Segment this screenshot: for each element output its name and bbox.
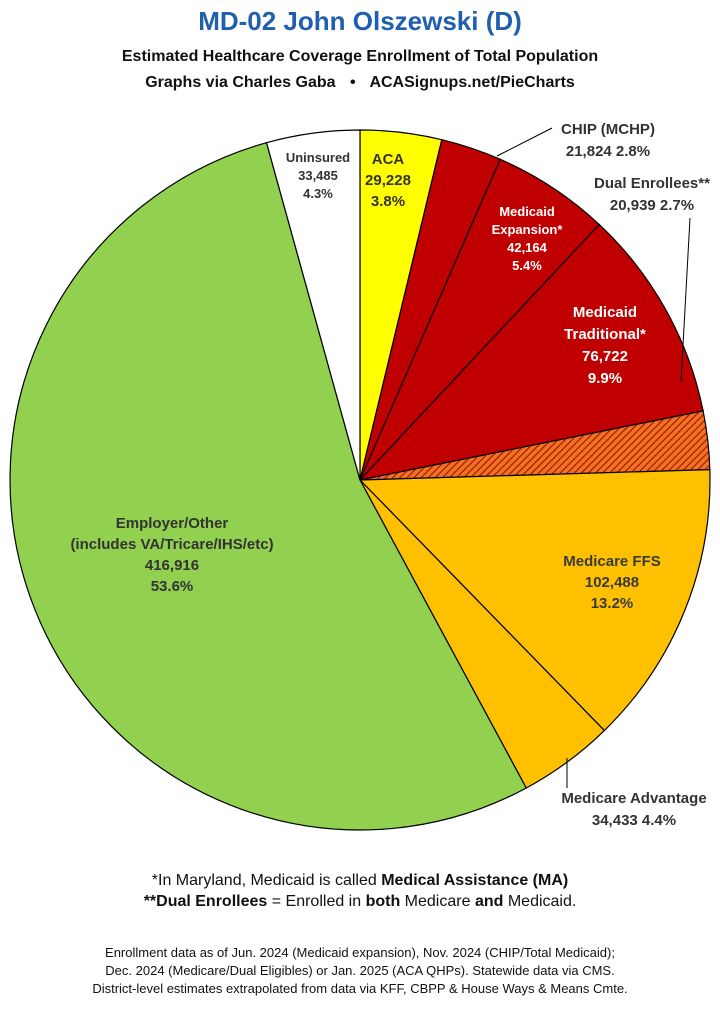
slice-label-line: 416,916	[145, 557, 199, 574]
slice-label-expansion: Medicaid Expansion* 42,164 5.4%	[492, 204, 564, 273]
pie-slice-uninsured	[265, 129, 361, 481]
slice-label-advantage: Medicare Advantage 34,433 4.4%	[561, 790, 706, 829]
source-line-2: Dec. 2024 (Medicare/Dual Eligibles) or J…	[105, 963, 615, 978]
source-line-3: District-level estimates extrapolated fr…	[92, 981, 628, 996]
slice-labels: ACA 29,228 3.8% CHIP (MCHP) 21,824 2.8% Medic…	[70, 121, 710, 829]
slice-label-line: CHIP (MCHP)	[561, 121, 655, 138]
pie-slice-medicare-ffs	[358, 469, 711, 732]
slice-label-line: 13.2%	[591, 595, 634, 612]
credit-right: ACASignups.net/PieCharts	[369, 74, 575, 91]
slice-label-line: Medicare Advantage	[561, 790, 706, 807]
slice-label-line: Uninsured	[286, 150, 350, 165]
slice-label-line: Medicare FFS	[563, 553, 661, 570]
slice-label-aca: ACA 29,228 3.8%	[365, 151, 411, 210]
leader-lines	[496, 127, 691, 788]
slice-label-line: Traditional*	[564, 326, 646, 343]
chart-subtitle: Estimated Healthcare Coverage Enrollment…	[121, 48, 599, 65]
leader-line	[496, 127, 553, 157]
slice-label-line: 21,824 2.8%	[566, 143, 650, 160]
slice-label-line: 76,722	[582, 348, 628, 365]
pie-slice-medicaid-traditional	[358, 223, 704, 481]
slice-label-line: Medicaid	[499, 204, 555, 219]
slice-label-line: 3.8%	[371, 193, 405, 210]
slice-label-chip: CHIP (MCHP) 21,824 2.8%	[561, 121, 655, 160]
footnote-dual: **Dual Enrollees = Enrolled in both Medi…	[143, 893, 577, 910]
chart-title: MD-02 John Olszewski (D)	[198, 6, 522, 36]
slice-label-line: Expansion*	[492, 222, 564, 237]
slice-label-line: ACA	[372, 151, 405, 168]
slice-label-uninsured: Uninsured 33,485 4.3%	[286, 150, 350, 201]
slice-label-line: 102,488	[585, 574, 639, 591]
slice-label-line: 33,485	[298, 168, 338, 183]
slice-label-line: 29,228	[365, 172, 411, 189]
credit-separator: •	[349, 74, 356, 91]
slice-label-line: 9.9%	[588, 370, 622, 387]
source-line-1: Enrollment data as of Jun. 2024 (Medicai…	[105, 945, 615, 960]
pie-slices	[9, 129, 711, 831]
slice-label-dual: Dual Enrollees** 20,939 2.7%	[594, 175, 710, 214]
chart-credit: Graphs via Charles Gaba • ACASignups.net…	[0, 74, 720, 92]
slice-label-line: 42,164	[507, 240, 548, 255]
slice-label-line: Dual Enrollees**	[594, 175, 710, 192]
slice-label-line: 4.3%	[303, 186, 333, 201]
slice-label-line: 20,939 2.7%	[610, 197, 694, 214]
slice-label-traditional: Medicaid Traditional* 76,722 9.9%	[564, 304, 646, 387]
slice-label-line: 53.6%	[151, 578, 194, 595]
slice-label-line: Medicaid	[573, 304, 637, 321]
slice-label-line: 5.4%	[512, 258, 542, 273]
slice-label-line: (includes VA/Tricare/IHS/etc)	[70, 536, 273, 553]
pie-slice-employer-other	[9, 141, 528, 831]
footnote-medicaid: *In Maryland, Medicaid is called Medical…	[151, 872, 569, 889]
slice-label-line: 34,433 4.4%	[592, 812, 676, 829]
slice-label-employer: Employer/Other (includes VA/Tricare/IHS/e…	[70, 515, 273, 595]
leader-line	[680, 217, 691, 383]
pie-chart: ACA 29,228 3.8% CHIP (MCHP) 21,824 2.8% Medic…	[9, 121, 711, 831]
slice-label-line: Employer/Other	[116, 515, 229, 532]
slice-label-ffs: Medicare FFS 102,488 13.2%	[563, 553, 661, 612]
credit-left: Graphs via Charles Gaba	[145, 74, 336, 91]
